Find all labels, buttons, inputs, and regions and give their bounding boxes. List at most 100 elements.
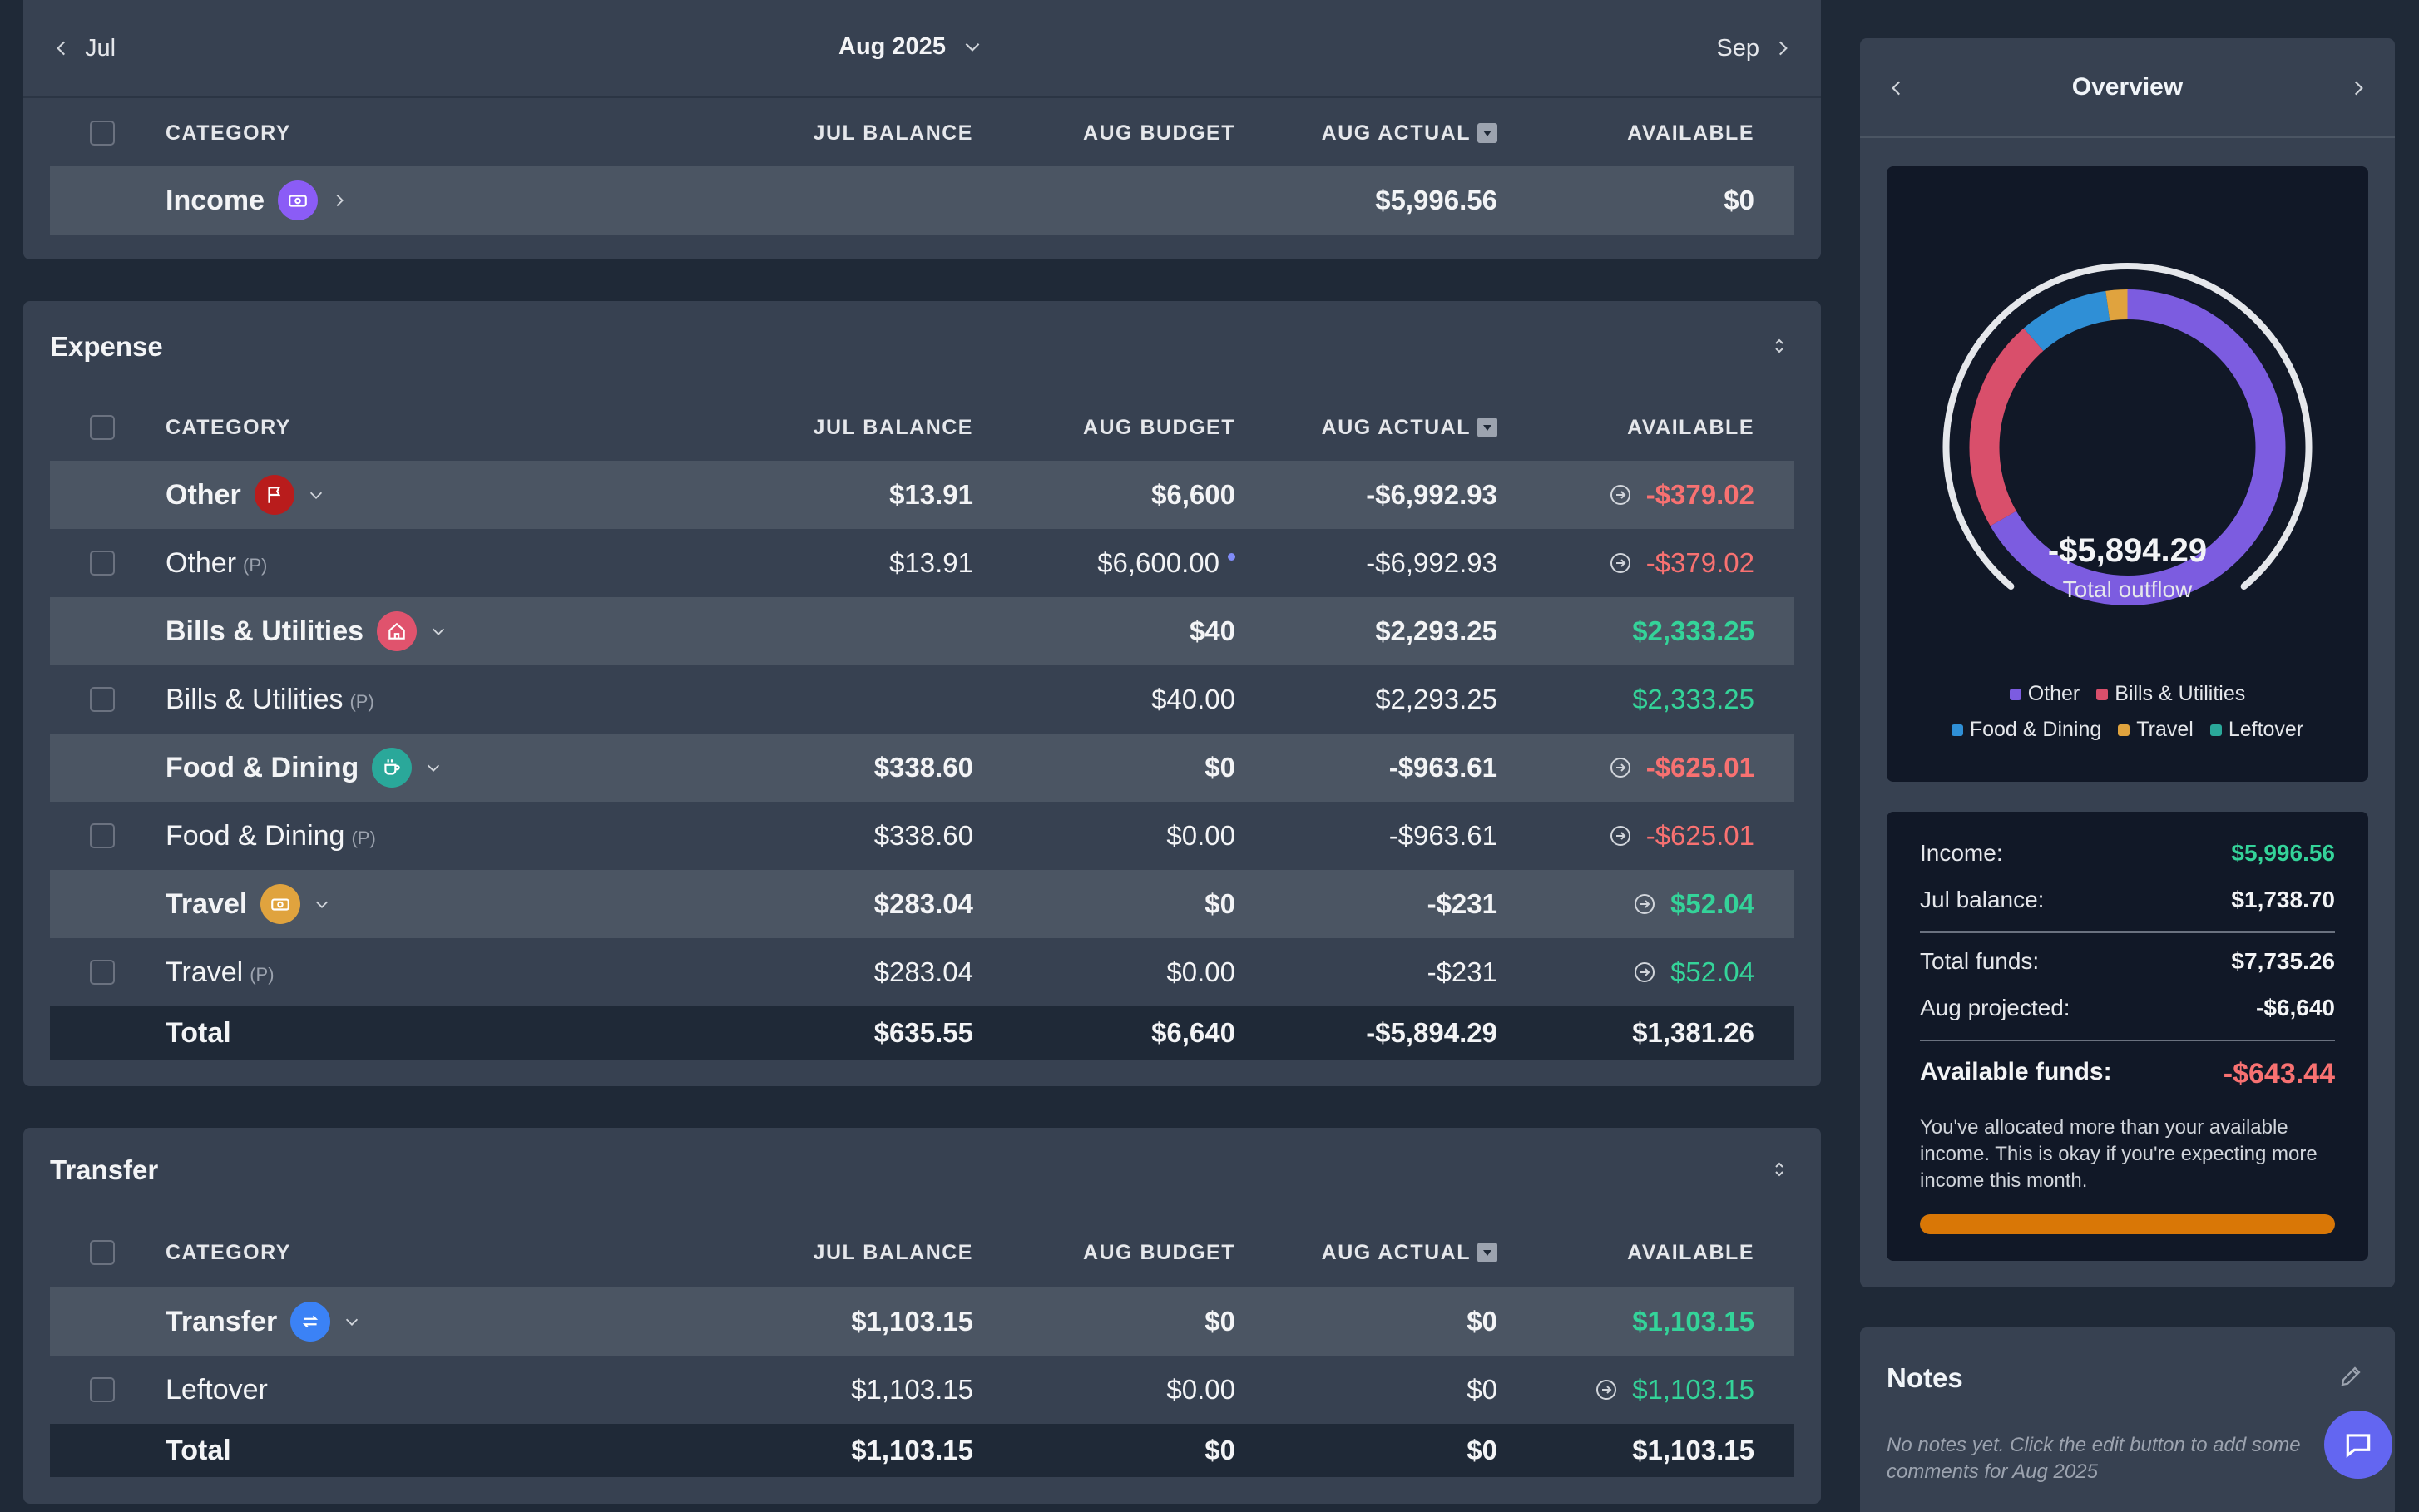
move-funds-icon[interactable] [1632, 892, 1657, 917]
header-jul-balance[interactable]: JUL BALANCE [813, 1240, 973, 1264]
donut-slice-travel[interactable] [2105, 289, 2128, 321]
aug-actual-value: $5,996.56 [1375, 185, 1497, 215]
table-row-group-other[interactable]: Other $13.91 $6,600 -$6,992.93 -$379.02 [50, 461, 1794, 529]
move-funds-icon[interactable] [1608, 551, 1633, 576]
overview-panel: Overview -$5,894.29 Total outflow Other … [1860, 38, 2395, 1287]
legend-item-other[interactable]: Other [2009, 682, 2080, 706]
move-funds-icon[interactable] [1594, 1377, 1619, 1402]
table-row-group-travel[interactable]: Travel $283.04 $0 -$231 $52.04 [50, 870, 1794, 938]
jul-balance-value: $1,103.15 [851, 1306, 973, 1337]
prev-month-label: Jul [85, 34, 116, 62]
aug-budget-value[interactable]: $0.00 [1166, 1374, 1235, 1405]
plan-tag: (P) [250, 964, 275, 985]
legend-item-food[interactable]: Food & Dining [1951, 718, 2101, 742]
header-aug-budget[interactable]: AUG BUDGET [1082, 121, 1235, 145]
expense-panel: Expense CATEGORY JUL BALANCE AUG BUDGET … [23, 301, 1821, 1086]
jul-balance-value: $1,103.15 [851, 1374, 973, 1405]
chevron-down-icon[interactable] [340, 1310, 364, 1333]
chevron-left-icon[interactable] [1882, 73, 1912, 103]
table-row-group-food[interactable]: Food & Dining $338.60 $0 -$963.61 -$625.… [50, 734, 1794, 802]
sort-desc-icon[interactable] [1477, 1243, 1497, 1262]
header-category[interactable]: CATEGORY [166, 1240, 291, 1264]
header-aug-budget[interactable]: AUG BUDGET [1082, 415, 1235, 439]
header-category[interactable]: CATEGORY [166, 121, 291, 145]
chat-button[interactable] [2324, 1411, 2392, 1479]
sort-desc-icon[interactable] [1477, 123, 1497, 143]
move-funds-icon[interactable] [1608, 823, 1633, 848]
header-aug-actual[interactable]: AUG ACTUAL [1322, 100, 1497, 166]
select-all-checkbox[interactable] [90, 121, 115, 146]
chevron-down-icon[interactable] [427, 620, 450, 643]
category-name: Food & Dining [166, 751, 359, 783]
collapse-toggle-icon[interactable] [1764, 1154, 1794, 1184]
chat-bubble-icon [2346, 1434, 2371, 1458]
header-jul-balance[interactable]: JUL BALANCE [813, 415, 973, 439]
flag-icon [254, 475, 294, 515]
aug-budget-value[interactable]: $0.00 [1166, 956, 1235, 987]
donut-slice-food-dining[interactable] [2023, 290, 2110, 352]
table-row[interactable]: Other (P) $13.91 $6,600.00 -$6,992.93 -$… [50, 529, 1794, 597]
total-outflow-label: Total outflow [2062, 576, 2193, 602]
prev-month-button[interactable]: Jul [47, 33, 116, 63]
next-month-button[interactable]: Sep [1716, 33, 1798, 63]
table-row-income[interactable]: Income $5,996.56 $0 [50, 166, 1794, 235]
available-total: $1,103.15 [1632, 1435, 1754, 1465]
select-all-checkbox[interactable] [90, 415, 115, 440]
donut-slice-other[interactable] [1990, 289, 2286, 605]
legend-item-travel[interactable]: Travel [2118, 718, 2194, 742]
collapse-toggle-icon[interactable] [1764, 331, 1794, 361]
row-checkbox[interactable] [90, 551, 115, 576]
row-checkbox[interactable] [90, 823, 115, 848]
move-funds-icon[interactable] [1608, 755, 1633, 780]
available-value: $1,103.15 [1632, 1374, 1754, 1405]
table-row-group-bills[interactable]: Bills & Utilities $40 $2,293.25 $2,333.2… [50, 597, 1794, 665]
aug-budget-value: $40 [1189, 615, 1235, 646]
header-aug-actual[interactable]: AUG ACTUAL [1322, 1219, 1497, 1286]
header-aug-actual[interactable]: AUG ACTUAL [1322, 394, 1497, 461]
category-name: Other [166, 546, 237, 579]
header-available[interactable]: AVAILABLE [1627, 121, 1754, 145]
month-selector[interactable]: Aug 2025 [838, 32, 987, 62]
chevron-right-icon[interactable] [2343, 73, 2373, 103]
select-all-checkbox[interactable] [90, 1240, 115, 1265]
chevron-down-icon[interactable] [304, 483, 328, 506]
row-checkbox[interactable] [90, 1377, 115, 1402]
legend-swatch [2118, 724, 2130, 736]
jul-balance-value: $338.60 [873, 752, 973, 783]
table-row[interactable]: Leftover $1,103.15 $0.00 $0 $1,103.15 [50, 1356, 1794, 1424]
move-funds-icon[interactable] [1632, 960, 1657, 985]
table-row-group-transfer[interactable]: Transfer $1,103.15 $0 $0 $1,103.15 [50, 1287, 1794, 1356]
pencil-icon[interactable] [2338, 1364, 2368, 1394]
header-available[interactable]: AVAILABLE [1627, 1240, 1754, 1264]
legend-swatch [2009, 688, 2021, 700]
header-category[interactable]: CATEGORY [166, 415, 291, 439]
money-icon [278, 180, 319, 220]
chevron-down-icon[interactable] [422, 756, 445, 779]
divider [1920, 931, 2335, 933]
current-month-label: Aug 2025 [838, 32, 946, 60]
chevron-down-icon[interactable] [310, 892, 334, 916]
row-checkbox[interactable] [90, 687, 115, 712]
move-funds-icon[interactable] [1608, 482, 1633, 507]
legend-item-leftover[interactable]: Leftover [2209, 718, 2303, 742]
header-jul-balance[interactable]: JUL BALANCE [813, 121, 973, 145]
table-row[interactable]: Food & Dining (P) $338.60 $0.00 -$963.61… [50, 802, 1794, 870]
available-value: -$379.02 [1645, 547, 1754, 578]
row-checkbox[interactable] [90, 960, 115, 985]
sort-desc-icon[interactable] [1477, 418, 1497, 437]
funds-progress-fill [1920, 1214, 2335, 1234]
aug-budget-value[interactable]: $0.00 [1166, 820, 1235, 851]
chevron-right-icon[interactable] [328, 189, 351, 212]
header-available[interactable]: AVAILABLE [1627, 415, 1754, 439]
legend-item-bills[interactable]: Bills & Utilities [2096, 682, 2245, 706]
table-row[interactable]: Bills & Utilities (P) $40.00 $2,293.25 $… [50, 665, 1794, 734]
donut-slice-bills-utilities[interactable] [1969, 328, 2044, 526]
aug-budget-value[interactable]: $40.00 [1151, 684, 1235, 714]
legend-swatch [1951, 724, 1963, 736]
notes-title: Notes [1887, 1362, 1963, 1393]
header-aug-budget[interactable]: AUG BUDGET [1082, 1240, 1235, 1264]
total-outflow-amount: -$5,894.29 [2047, 532, 2208, 569]
table-row[interactable]: Travel (P) $283.04 $0.00 -$231 $52.04 [50, 938, 1794, 1006]
category-name: Other [166, 478, 241, 511]
category-name: Income [166, 184, 265, 216]
